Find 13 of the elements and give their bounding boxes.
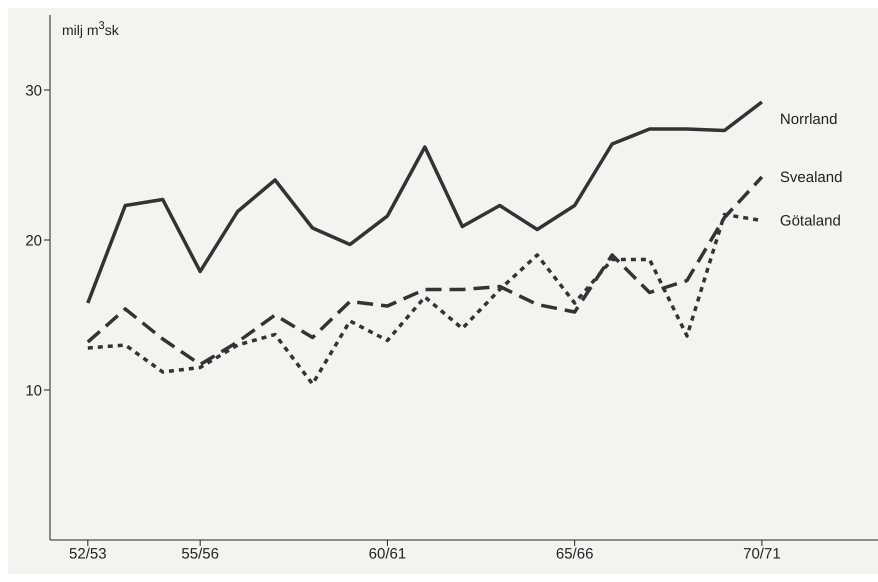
y-axis-title: milj m$^{3}$sk — [62, 20, 120, 38]
x-tick-label: 65/66 — [556, 546, 594, 563]
series-label: Norrland — [780, 111, 838, 128]
x-tick-label: 55/56 — [181, 546, 219, 563]
series-label: Götaland — [780, 212, 841, 230]
x-tick-label: 70/71 — [743, 546, 781, 563]
x-tick-label: 52/53 — [69, 546, 107, 563]
line-series — [86, 100, 764, 305]
y-tick-label: 30 — [25, 82, 42, 100]
y-tick-label: 20 — [25, 232, 42, 250]
y-tick-label: 10 — [25, 382, 42, 400]
series-label: Svealand — [780, 169, 842, 186]
x-tick-label: 60/61 — [368, 546, 406, 563]
